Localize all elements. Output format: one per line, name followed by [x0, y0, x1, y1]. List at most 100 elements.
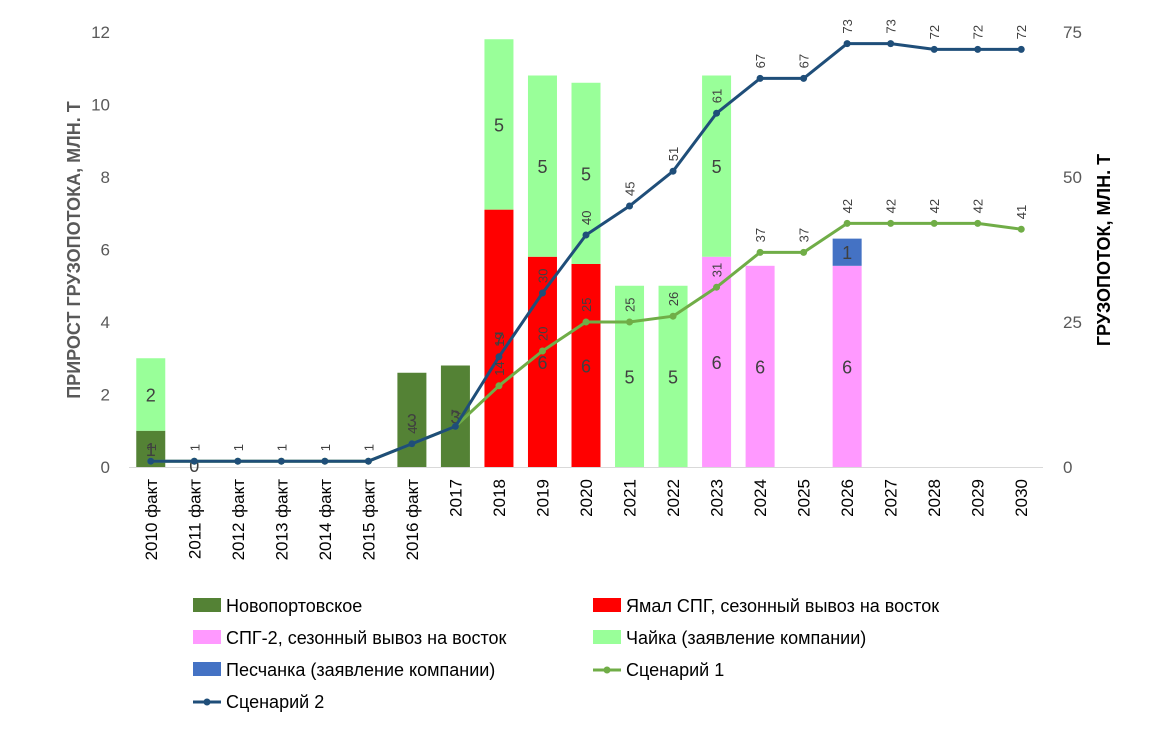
series-point — [930, 45, 938, 53]
x-tick-label: 2016 факт — [403, 479, 422, 561]
series-point — [713, 283, 721, 291]
point-value-label: 73 — [840, 19, 855, 33]
point-value-label: 1 — [144, 444, 159, 451]
bar-value-label: 1 — [842, 243, 852, 263]
point-value-label: 1 — [274, 444, 289, 451]
series-point — [669, 167, 677, 175]
bar-segment — [615, 285, 645, 467]
series-point — [538, 347, 546, 355]
point-value-label: 45 — [623, 182, 638, 196]
series-point — [974, 219, 982, 227]
point-value-label: 41 — [1014, 205, 1029, 219]
series-point — [451, 422, 459, 430]
bar-value-label: 5 — [581, 164, 591, 184]
series-point — [843, 219, 851, 227]
bar-value-label: 3 — [407, 411, 417, 431]
x-tick-label: 2023 — [708, 479, 727, 517]
point-value-label: 51 — [666, 147, 681, 161]
point-value-label: 14 — [492, 361, 507, 375]
series-point — [277, 457, 285, 465]
legend-swatch — [193, 598, 221, 612]
y2-tick-label: 25 — [1063, 313, 1082, 332]
bar-value-label: 5 — [625, 367, 635, 387]
legend-entry: Песчанка (заявление компании) — [226, 660, 495, 680]
point-value-label: 67 — [753, 54, 768, 68]
point-value-label: 1 — [231, 444, 246, 451]
bar-value-label: 5 — [712, 157, 722, 177]
point-value-label: 26 — [666, 292, 681, 306]
series-point — [756, 74, 764, 82]
x-tick-label: 2011 факт — [185, 479, 204, 559]
point-value-label: 37 — [753, 228, 768, 242]
point-value-label: 25 — [579, 298, 594, 312]
bar-segment — [397, 372, 427, 467]
series-point — [234, 457, 242, 465]
point-value-label: 25 — [623, 298, 638, 312]
bar-value-label: 2 — [146, 386, 156, 406]
y-tick-label: 4 — [101, 313, 110, 332]
bar-value-label: 5 — [668, 367, 678, 387]
series-point — [930, 219, 938, 227]
y-axis-title: ПРИРОСТ ГРУЗОПОТОКА, МЛН. Т — [64, 101, 84, 399]
series-point — [887, 40, 895, 48]
point-value-label: 72 — [927, 25, 942, 39]
series-point — [887, 219, 895, 227]
legend: Новопортовское Ямал СПГ, сезонный вывоз н… — [193, 596, 939, 712]
point-value-label: 20 — [535, 327, 550, 341]
x-tick-label: 2018 — [490, 479, 509, 517]
point-value-label: 61 — [710, 89, 725, 103]
y2-tick-label: 75 — [1063, 23, 1082, 42]
point-value-label: 72 — [1014, 25, 1029, 39]
bar-value-label: 0 — [189, 456, 199, 476]
legend-marker — [203, 698, 211, 706]
y-tick-label: 8 — [101, 168, 110, 187]
series-point — [974, 45, 982, 53]
series-point — [626, 202, 634, 210]
legend-entry: Ямал СПГ, сезонный вывоз на восток — [626, 596, 939, 616]
bar-segment — [136, 358, 166, 431]
bar-value-label: 6 — [581, 357, 591, 377]
point-value-label: 72 — [971, 25, 986, 39]
x-tick-label: 2024 — [751, 479, 770, 517]
series-point — [147, 457, 155, 465]
x-tick-label: 2015 факт — [359, 479, 378, 561]
point-value-label: 7 — [448, 409, 463, 416]
point-value-label: 42 — [884, 199, 899, 213]
bar-value-label: 5 — [494, 115, 504, 135]
y-tick-label: 10 — [91, 96, 110, 115]
series-point — [800, 248, 808, 256]
x-tick-label: 2017 — [446, 479, 465, 517]
x-tick-label: 2028 — [925, 479, 944, 517]
series-point — [495, 353, 503, 361]
point-value-label: 42 — [927, 199, 942, 213]
bar-segment — [832, 265, 862, 467]
bar-segment — [745, 265, 775, 467]
bar-segment — [702, 256, 732, 467]
bar-segment — [571, 264, 601, 467]
bar-segment — [484, 209, 514, 467]
bar-value-label: 7 — [494, 329, 504, 349]
point-value-label: 37 — [797, 228, 812, 242]
x-tick-label: 2022 — [664, 479, 683, 517]
series-point — [495, 382, 503, 390]
x-tick-label: 2010 факт — [142, 479, 161, 561]
series-point — [364, 457, 372, 465]
series-point — [582, 318, 590, 326]
point-value-label: 1 — [361, 444, 376, 451]
point-value-label: 1 — [318, 444, 333, 451]
series-point — [626, 318, 634, 326]
legend-entry: СПГ-2, сезонный вывоз на восток — [226, 628, 507, 648]
legend-entry: Сценарий 1 — [626, 660, 724, 680]
point-value-label: 19 — [492, 332, 507, 346]
bar-value-label: 3 — [450, 407, 460, 427]
point-value-label: 40 — [579, 211, 594, 225]
bar-value-label: 6 — [712, 353, 722, 373]
y-tick-label: 0 — [101, 458, 110, 477]
bar-value-label: 6 — [755, 357, 765, 377]
x-tick-label: 2025 — [795, 479, 814, 517]
bar-value-label: 6 — [537, 353, 547, 373]
series-point — [756, 248, 764, 256]
y-tick-label: 6 — [101, 241, 110, 260]
